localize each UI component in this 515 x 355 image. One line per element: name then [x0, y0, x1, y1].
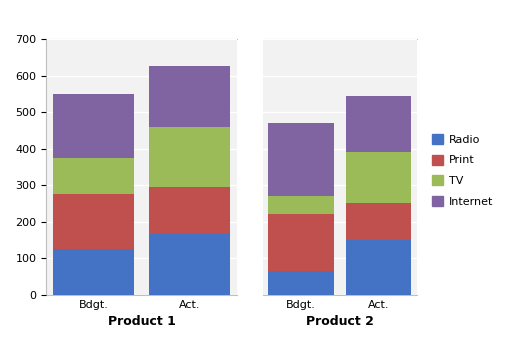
Bar: [149, 66, 230, 127]
Bar: [54, 249, 134, 295]
X-axis label: Product 1: Product 1: [108, 315, 176, 328]
Bar: [346, 240, 411, 295]
Bar: [268, 123, 334, 196]
Bar: [54, 194, 134, 249]
Bar: [149, 187, 230, 234]
Legend: Radio, Print, TV, Internet: Radio, Print, TV, Internet: [428, 130, 498, 211]
Bar: [54, 158, 134, 194]
Bar: [149, 127, 230, 187]
Bar: [268, 271, 334, 295]
Bar: [268, 196, 334, 214]
Bar: [346, 152, 411, 203]
Bar: [346, 203, 411, 240]
Bar: [149, 234, 230, 295]
Bar: [54, 94, 134, 158]
X-axis label: Product 2: Product 2: [306, 315, 374, 328]
Bar: [346, 95, 411, 152]
Bar: [268, 214, 334, 271]
